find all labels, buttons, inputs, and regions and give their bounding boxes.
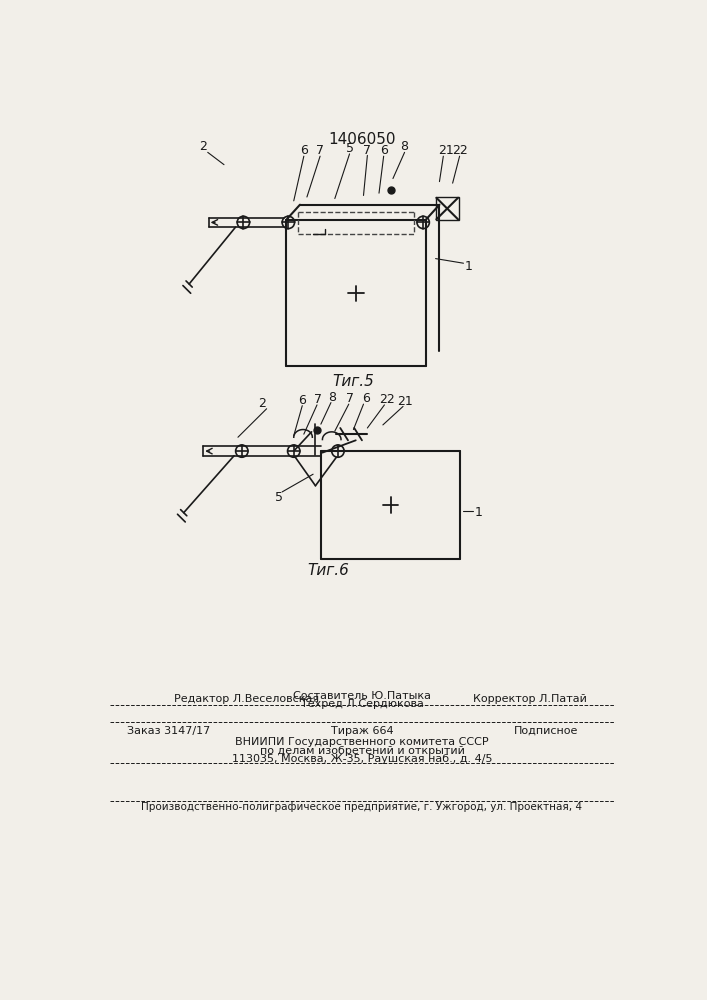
Text: Корректор Л.Патай: Корректор Л.Патай bbox=[473, 694, 587, 704]
Text: по делам изобретений и открытий: по делам изобретений и открытий bbox=[259, 746, 464, 756]
Text: 2: 2 bbox=[199, 140, 207, 153]
Text: Составитель Ю.Патыка: Составитель Ю.Патыка bbox=[293, 691, 431, 701]
Text: 21: 21 bbox=[397, 395, 412, 408]
Text: 8: 8 bbox=[401, 140, 409, 153]
Text: ВНИИПИ Государственного комитета СССР: ВНИИПИ Государственного комитета СССР bbox=[235, 737, 489, 747]
Text: 6: 6 bbox=[298, 394, 306, 407]
Bar bbox=[436, 197, 459, 220]
Text: Τиг.5: Τиг.5 bbox=[332, 374, 375, 389]
Text: 7: 7 bbox=[314, 393, 322, 406]
Text: Техред Л.Сердюкова: Техред Л.Сердюкова bbox=[300, 699, 423, 709]
Text: Тираж 664: Тираж 664 bbox=[331, 726, 393, 736]
Text: 113035, Москва, Ж-35, Раушская наб., д. 4/5: 113035, Москва, Ж-35, Раушская наб., д. … bbox=[232, 754, 492, 764]
Text: 6: 6 bbox=[300, 144, 308, 157]
Text: Производственно-полиграфическое предприятие, г. Ужгород, ул. Проектная, 4: Производственно-полиграфическое предприя… bbox=[141, 802, 583, 812]
Text: 6: 6 bbox=[362, 392, 370, 405]
Text: 1: 1 bbox=[474, 506, 482, 519]
Text: Редактор Л.Веселовская: Редактор Л.Веселовская bbox=[174, 694, 319, 704]
Text: 21: 21 bbox=[438, 144, 455, 157]
Text: Подписное: Подписное bbox=[513, 726, 578, 736]
Text: Заказ 3147/17: Заказ 3147/17 bbox=[127, 726, 211, 736]
Text: Τиг.6: Τиг.6 bbox=[308, 563, 349, 578]
Text: 7: 7 bbox=[363, 144, 371, 157]
Text: 1: 1 bbox=[464, 260, 472, 273]
Text: 1406050: 1406050 bbox=[328, 132, 396, 147]
Text: 7: 7 bbox=[346, 392, 354, 405]
Text: 5: 5 bbox=[346, 142, 354, 155]
Text: 5: 5 bbox=[275, 491, 283, 504]
Text: 6: 6 bbox=[380, 144, 387, 157]
Text: 8: 8 bbox=[329, 391, 337, 404]
Text: 2: 2 bbox=[258, 397, 266, 410]
Text: 7: 7 bbox=[316, 144, 324, 157]
Text: 22: 22 bbox=[452, 144, 467, 157]
Text: 22: 22 bbox=[379, 393, 395, 406]
